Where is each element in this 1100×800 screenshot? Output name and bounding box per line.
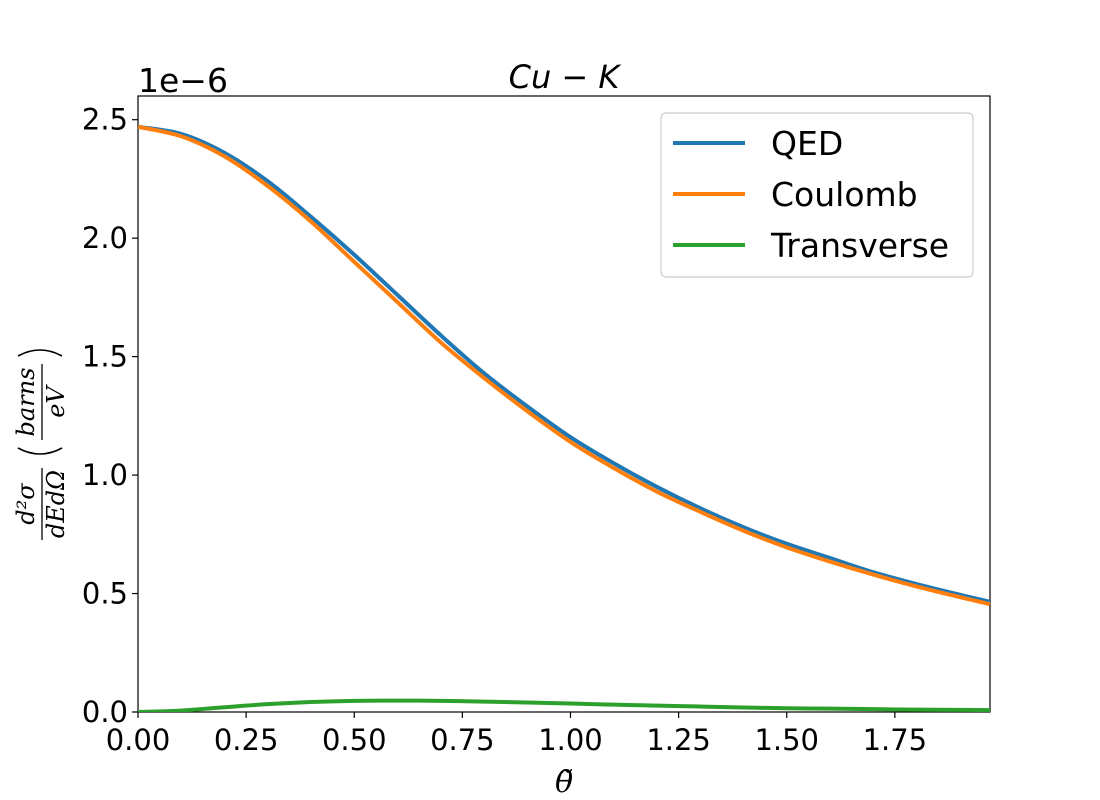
x-tick-label: 1.00 (538, 723, 603, 757)
series-line-transverse (138, 698, 990, 712)
legend-label-transverse: Transverse (770, 226, 949, 265)
plot-area-frame (137, 95, 991, 713)
y-label-right-paren (17, 349, 63, 357)
x-tick-label: 0.25 (214, 723, 279, 757)
series-line-coulomb (138, 124, 990, 607)
y-tick-label: 2.5 (82, 103, 128, 137)
x-tick-label: 0.75 (430, 723, 495, 757)
chart-title: Cu − K (509, 58, 623, 96)
legend-label-coulomb: Coulomb (771, 175, 918, 214)
x-tick-label: 0.00 (106, 723, 171, 757)
x-tick-label: 1.75 (863, 723, 928, 757)
y-tick-label: 0.0 (82, 695, 128, 729)
y-label-unit-denominator: eV (42, 384, 70, 418)
y-label-unit-numerator: barns (12, 368, 40, 437)
y-label-numerator: d²σ (12, 483, 40, 525)
series-line-qed (138, 124, 990, 604)
y-label-left-paren (17, 447, 63, 455)
series-layer (138, 124, 990, 712)
y-label-denominator: dEdΩ (42, 470, 70, 538)
x-axis-ticks: 0.00 0.25 0.50 0.75 1.00 1.25 1.50 1.75 (106, 712, 927, 757)
legend: QED Coulomb Transverse (660, 112, 974, 278)
y-tick-label: 0.5 (82, 577, 128, 611)
y-axis-ticks: 0.0 0.5 1.0 1.5 2.0 2.5 (82, 103, 138, 729)
x-tick-label: 0.50 (322, 723, 387, 757)
legend-label-qed: QED (771, 124, 843, 163)
y-axis-label: d²σ dEdΩ barns eV (12, 349, 70, 540)
x-tick-label: 1.50 (754, 723, 819, 757)
x-tick-label: 1.25 (646, 723, 711, 757)
y-tick-label: 1.5 (82, 340, 128, 374)
x-axis-label: θ̃ (555, 765, 573, 800)
y-tick-label: 1.0 (82, 458, 128, 492)
y-tick-label: 2.0 (82, 221, 128, 255)
y-offset-label: 1e−6 (138, 61, 228, 100)
legend-box (660, 112, 974, 278)
